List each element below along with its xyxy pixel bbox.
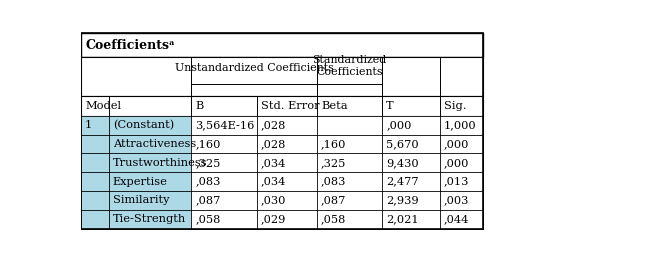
Bar xyxy=(81,153,192,172)
Bar xyxy=(81,116,483,135)
Text: Sig.: Sig. xyxy=(444,101,467,111)
Bar xyxy=(192,135,483,153)
Bar xyxy=(192,153,483,172)
Text: B: B xyxy=(196,101,204,111)
Text: 2,939: 2,939 xyxy=(386,195,419,205)
Bar xyxy=(81,210,192,228)
Bar xyxy=(81,135,192,153)
Text: ,003: ,003 xyxy=(444,195,469,205)
Text: Unstandardized Coefficients: Unstandardized Coefficients xyxy=(175,63,334,73)
Text: ,087: ,087 xyxy=(321,195,347,205)
Text: Coefficientsᵃ: Coefficientsᵃ xyxy=(85,39,175,52)
Text: ,058: ,058 xyxy=(321,214,347,224)
Text: 2,477: 2,477 xyxy=(386,177,419,186)
Text: Standardized
Coefficients: Standardized Coefficients xyxy=(312,55,387,77)
Bar xyxy=(192,116,483,135)
Bar xyxy=(81,172,192,191)
Text: ,000: ,000 xyxy=(386,120,411,130)
Text: ,325: ,325 xyxy=(196,158,221,168)
Text: ,030: ,030 xyxy=(260,195,286,205)
Text: 3,564E-16: 3,564E-16 xyxy=(196,120,255,130)
Bar xyxy=(81,33,483,57)
Bar xyxy=(81,96,483,116)
Bar xyxy=(81,135,483,153)
Text: T: T xyxy=(386,101,394,111)
Text: ,034: ,034 xyxy=(260,158,286,168)
Bar xyxy=(192,191,483,210)
Text: ,034: ,034 xyxy=(260,177,286,186)
Text: Attractiveness: Attractiveness xyxy=(113,139,196,149)
Bar xyxy=(81,96,483,116)
Text: 5,670: 5,670 xyxy=(386,139,419,149)
Text: ,083: ,083 xyxy=(321,177,347,186)
Bar xyxy=(81,116,192,135)
Text: (Constant): (Constant) xyxy=(113,120,174,130)
Bar xyxy=(81,33,483,57)
Text: ,325: ,325 xyxy=(321,158,347,168)
Text: Trustworthiness: Trustworthiness xyxy=(113,158,207,168)
Text: 9,430: 9,430 xyxy=(386,158,419,168)
Bar xyxy=(81,210,483,228)
Text: 2,021: 2,021 xyxy=(386,214,419,224)
Text: ,000: ,000 xyxy=(444,158,469,168)
Bar xyxy=(81,172,483,191)
Text: ,058: ,058 xyxy=(196,214,221,224)
Text: Model: Model xyxy=(85,101,121,111)
Text: ,160: ,160 xyxy=(196,139,221,149)
Text: ,028: ,028 xyxy=(260,139,286,149)
Bar xyxy=(81,191,192,210)
Bar xyxy=(192,172,483,191)
Text: ,044: ,044 xyxy=(444,214,469,224)
Text: Expertise: Expertise xyxy=(113,177,168,186)
Text: Similarity: Similarity xyxy=(113,195,169,205)
Bar xyxy=(81,191,483,210)
Bar xyxy=(192,210,483,228)
Text: 1,000: 1,000 xyxy=(444,120,477,130)
Text: Beta: Beta xyxy=(321,101,348,111)
Text: Tie-Strength: Tie-Strength xyxy=(113,214,186,224)
Text: ,160: ,160 xyxy=(321,139,347,149)
Bar xyxy=(81,33,483,228)
Text: Std. Error: Std. Error xyxy=(260,101,319,111)
Text: ,083: ,083 xyxy=(196,177,221,186)
Text: ,087: ,087 xyxy=(196,195,221,205)
Bar xyxy=(81,57,483,96)
Text: 1: 1 xyxy=(85,120,92,130)
Bar xyxy=(81,153,483,172)
Bar xyxy=(81,57,483,96)
Text: ,013: ,013 xyxy=(444,177,469,186)
Text: ,029: ,029 xyxy=(260,214,286,224)
Text: ,000: ,000 xyxy=(444,139,469,149)
Text: ,028: ,028 xyxy=(260,120,286,130)
